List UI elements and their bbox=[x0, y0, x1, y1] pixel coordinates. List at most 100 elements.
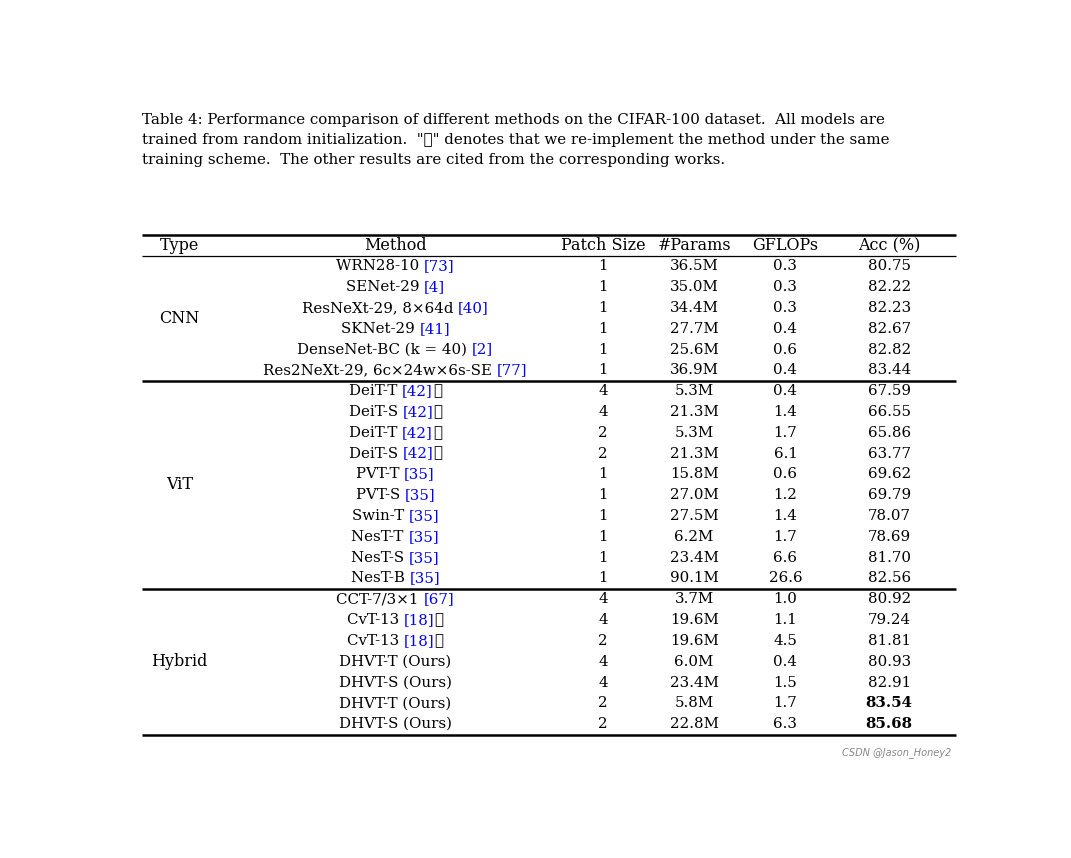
Text: Hybrid: Hybrid bbox=[151, 653, 208, 670]
Text: 2: 2 bbox=[598, 634, 607, 648]
Text: 0.4: 0.4 bbox=[773, 363, 798, 378]
Text: 4: 4 bbox=[598, 675, 607, 690]
Text: 78.69: 78.69 bbox=[868, 530, 910, 544]
Text: 82.56: 82.56 bbox=[868, 571, 910, 585]
Text: 22.8M: 22.8M bbox=[669, 717, 719, 731]
Text: ★: ★ bbox=[435, 634, 443, 648]
Text: 35.0M: 35.0M bbox=[669, 280, 719, 294]
Text: 5.8M: 5.8M bbox=[675, 697, 713, 710]
Text: 25.6M: 25.6M bbox=[669, 342, 719, 357]
Text: ★: ★ bbox=[433, 384, 441, 398]
Text: 2: 2 bbox=[598, 697, 607, 710]
Text: 2: 2 bbox=[598, 717, 607, 731]
Text: [4]: [4] bbox=[424, 280, 446, 294]
Text: 1.7: 1.7 bbox=[773, 426, 797, 440]
Text: 6.0M: 6.0M bbox=[675, 655, 714, 668]
Text: 4: 4 bbox=[598, 592, 607, 607]
Text: 82.23: 82.23 bbox=[868, 301, 910, 315]
Text: 4.5: 4.5 bbox=[773, 634, 798, 648]
Text: SKNet-29: SKNet-29 bbox=[341, 322, 419, 335]
Text: Acc (%): Acc (%) bbox=[858, 237, 920, 254]
Text: 66.55: 66.55 bbox=[868, 405, 910, 419]
Text: 81.81: 81.81 bbox=[868, 634, 910, 648]
Text: 5.3M: 5.3M bbox=[675, 384, 713, 398]
Text: 83.44: 83.44 bbox=[868, 363, 910, 378]
Text: 36.9M: 36.9M bbox=[669, 363, 719, 378]
Text: Table 4: Performance comparison of different methods on the CIFAR-100 dataset.  : Table 4: Performance comparison of diffe… bbox=[142, 113, 890, 167]
Text: [40]: [40] bbox=[458, 301, 488, 315]
Text: 26.6: 26.6 bbox=[769, 571, 802, 585]
Text: 0.6: 0.6 bbox=[773, 342, 798, 357]
Text: 1.7: 1.7 bbox=[773, 530, 797, 544]
Text: 65.86: 65.86 bbox=[868, 426, 910, 440]
Text: ★: ★ bbox=[435, 613, 443, 627]
Text: ★: ★ bbox=[433, 405, 442, 419]
Text: [18]: [18] bbox=[404, 613, 435, 627]
Text: 1: 1 bbox=[598, 301, 607, 315]
Text: [18]: [18] bbox=[404, 634, 435, 648]
Text: 82.67: 82.67 bbox=[868, 322, 910, 335]
Text: NesT-S: NesT-S bbox=[351, 551, 409, 565]
Text: #Params: #Params bbox=[658, 237, 730, 254]
Text: DeiT-T: DeiT-T bbox=[349, 426, 402, 440]
Text: 2: 2 bbox=[598, 447, 607, 461]
Text: [41]: [41] bbox=[419, 322, 450, 335]
Text: PVT-T: PVT-T bbox=[356, 468, 404, 481]
Text: 21.3M: 21.3M bbox=[669, 447, 719, 461]
Text: CCT-7/3×1: CCT-7/3×1 bbox=[336, 592, 424, 607]
Text: [73]: [73] bbox=[424, 259, 455, 274]
Text: 6.2M: 6.2M bbox=[675, 530, 714, 544]
Text: [42]: [42] bbox=[402, 384, 433, 398]
Text: [2]: [2] bbox=[472, 342, 494, 357]
Text: 0.4: 0.4 bbox=[773, 655, 798, 668]
Text: 0.4: 0.4 bbox=[773, 384, 798, 398]
Text: CNN: CNN bbox=[160, 310, 199, 327]
Text: 1: 1 bbox=[598, 530, 607, 544]
Text: 69.79: 69.79 bbox=[868, 488, 910, 502]
Text: DeiT-T: DeiT-T bbox=[349, 384, 402, 398]
Text: WRN28-10: WRN28-10 bbox=[336, 259, 424, 274]
Text: [35]: [35] bbox=[409, 571, 440, 585]
Text: DHVT-T (Ours): DHVT-T (Ours) bbox=[340, 655, 451, 668]
Text: 78.07: 78.07 bbox=[868, 509, 910, 523]
Text: 63.77: 63.77 bbox=[868, 447, 910, 461]
Text: [77]: [77] bbox=[497, 363, 527, 378]
Text: [42]: [42] bbox=[403, 405, 433, 419]
Text: 1.5: 1.5 bbox=[773, 675, 797, 690]
Text: 81.70: 81.70 bbox=[868, 551, 910, 565]
Text: CvT-13: CvT-13 bbox=[347, 634, 404, 648]
Text: 69.62: 69.62 bbox=[868, 468, 910, 481]
Text: PVT-S: PVT-S bbox=[356, 488, 405, 502]
Text: 1.0: 1.0 bbox=[773, 592, 798, 607]
Text: [35]: [35] bbox=[405, 488, 435, 502]
Text: 6.6: 6.6 bbox=[773, 551, 798, 565]
Text: 80.93: 80.93 bbox=[868, 655, 910, 668]
Text: 82.22: 82.22 bbox=[868, 280, 910, 294]
Text: 1: 1 bbox=[598, 509, 607, 523]
Text: SENet-29: SENet-29 bbox=[346, 280, 424, 294]
Text: DeiT-S: DeiT-S bbox=[348, 447, 403, 461]
Text: [35]: [35] bbox=[408, 530, 439, 544]
Text: 82.82: 82.82 bbox=[868, 342, 910, 357]
Text: 3.7M: 3.7M bbox=[675, 592, 713, 607]
Text: [35]: [35] bbox=[408, 509, 439, 523]
Text: 6.3: 6.3 bbox=[773, 717, 798, 731]
Text: 19.6M: 19.6M bbox=[669, 613, 719, 627]
Text: 27.5M: 27.5M bbox=[669, 509, 719, 523]
Text: DeiT-S: DeiT-S bbox=[348, 405, 403, 419]
Text: NesT-B: NesT-B bbox=[350, 571, 409, 585]
Text: 27.0M: 27.0M bbox=[669, 488, 719, 502]
Text: CSDN @Jason_Honey2: CSDN @Jason_Honey2 bbox=[842, 747, 951, 758]
Text: 1: 1 bbox=[598, 488, 607, 502]
Text: 1.4: 1.4 bbox=[773, 509, 798, 523]
Text: 1.1: 1.1 bbox=[773, 613, 797, 627]
Text: 90.1M: 90.1M bbox=[669, 571, 719, 585]
Text: 1: 1 bbox=[598, 259, 607, 274]
Text: [67]: [67] bbox=[424, 592, 454, 607]
Text: 1: 1 bbox=[598, 363, 607, 378]
Text: 0.4: 0.4 bbox=[773, 322, 798, 335]
Text: 27.7M: 27.7M bbox=[669, 322, 719, 335]
Text: 34.4M: 34.4M bbox=[669, 301, 719, 315]
Text: 23.4M: 23.4M bbox=[669, 675, 719, 690]
Text: 4: 4 bbox=[598, 613, 607, 627]
